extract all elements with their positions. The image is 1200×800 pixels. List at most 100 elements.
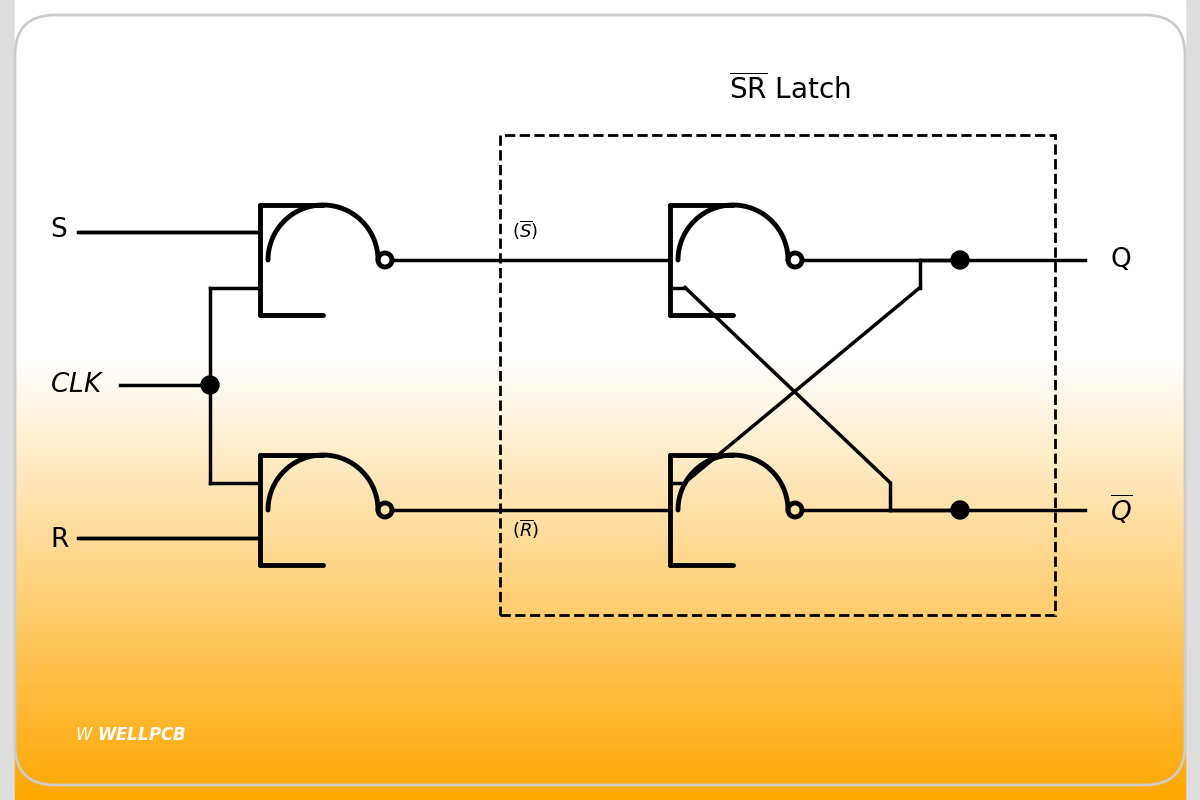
Bar — [14, 623, 1186, 626]
Bar — [14, 247, 1186, 250]
Bar — [14, 354, 1186, 358]
Bar — [14, 0, 1186, 2]
Bar — [14, 706, 1186, 710]
Bar — [14, 538, 1186, 542]
Bar — [14, 484, 1186, 488]
Bar — [14, 575, 1186, 578]
Bar — [14, 551, 1186, 554]
Bar — [14, 250, 1186, 254]
Bar — [14, 567, 1186, 570]
Bar — [14, 479, 1186, 482]
Bar — [14, 764, 1186, 768]
Bar — [14, 58, 1186, 62]
Text: S: S — [50, 217, 67, 243]
Bar — [14, 639, 1186, 642]
Bar — [14, 431, 1186, 434]
Bar — [14, 172, 1186, 176]
Bar — [14, 423, 1186, 426]
Bar — [14, 471, 1186, 474]
Bar — [14, 151, 1186, 154]
Bar — [14, 442, 1186, 446]
Bar — [14, 690, 1186, 694]
Bar — [14, 175, 1186, 178]
Bar — [14, 327, 1186, 330]
Bar — [14, 482, 1186, 486]
Bar — [14, 396, 1186, 400]
Bar — [14, 92, 1186, 96]
Bar — [14, 652, 1186, 656]
Bar — [14, 788, 1186, 792]
Bar — [14, 476, 1186, 480]
Bar — [14, 228, 1186, 232]
Bar — [14, 626, 1186, 630]
Bar — [14, 770, 1186, 774]
Bar — [14, 303, 1186, 306]
Bar — [14, 284, 1186, 288]
Bar — [14, 474, 1186, 478]
Bar — [14, 738, 1186, 742]
Bar — [14, 612, 1186, 616]
Bar — [14, 460, 1186, 464]
Bar — [14, 340, 1186, 344]
Bar — [14, 322, 1186, 326]
Bar — [14, 618, 1186, 622]
Bar — [14, 604, 1186, 608]
Bar — [14, 492, 1186, 496]
Bar — [14, 55, 1186, 58]
Bar — [14, 756, 1186, 760]
Bar — [14, 186, 1186, 190]
Bar — [14, 543, 1186, 546]
Bar — [14, 154, 1186, 158]
Bar — [14, 370, 1186, 374]
Bar — [14, 103, 1186, 106]
Bar — [14, 95, 1186, 98]
Bar — [14, 524, 1186, 528]
Bar — [14, 436, 1186, 440]
Bar — [14, 703, 1186, 706]
Bar — [14, 282, 1186, 286]
Bar — [14, 135, 1186, 138]
Bar — [14, 796, 1186, 800]
Bar — [14, 748, 1186, 752]
Bar — [14, 218, 1186, 222]
Bar — [14, 311, 1186, 314]
Bar — [14, 647, 1186, 650]
Bar — [14, 130, 1186, 134]
Bar — [14, 386, 1186, 390]
Bar — [14, 540, 1186, 544]
Bar — [14, 87, 1186, 90]
Bar — [14, 602, 1186, 606]
Bar — [14, 276, 1186, 280]
Bar — [14, 634, 1186, 638]
Bar — [14, 428, 1186, 432]
Bar — [14, 10, 1186, 14]
Bar — [14, 610, 1186, 614]
Bar — [14, 244, 1186, 248]
Bar — [14, 47, 1186, 50]
Bar — [14, 178, 1186, 182]
Bar — [14, 692, 1186, 696]
Bar — [14, 730, 1186, 734]
Bar — [14, 786, 1186, 790]
Bar — [14, 114, 1186, 118]
Bar — [14, 146, 1186, 150]
Bar — [14, 31, 1186, 34]
Bar — [14, 586, 1186, 590]
Bar — [14, 159, 1186, 162]
Bar — [14, 314, 1186, 318]
Bar — [14, 316, 1186, 320]
Bar — [14, 191, 1186, 194]
Bar — [14, 258, 1186, 262]
Bar — [14, 751, 1186, 754]
Text: Q: Q — [1110, 247, 1130, 273]
Bar — [14, 671, 1186, 674]
Bar — [14, 503, 1186, 506]
Text: $(\overline{R})$: $(\overline{R})$ — [512, 518, 539, 542]
Bar — [14, 767, 1186, 770]
Bar — [14, 204, 1186, 208]
Bar — [14, 207, 1186, 210]
Text: $\overline{\mathrm{SR}}$ Latch: $\overline{\mathrm{SR}}$ Latch — [730, 73, 851, 105]
Bar — [14, 498, 1186, 502]
Bar — [14, 82, 1186, 86]
Bar — [14, 2, 1186, 6]
